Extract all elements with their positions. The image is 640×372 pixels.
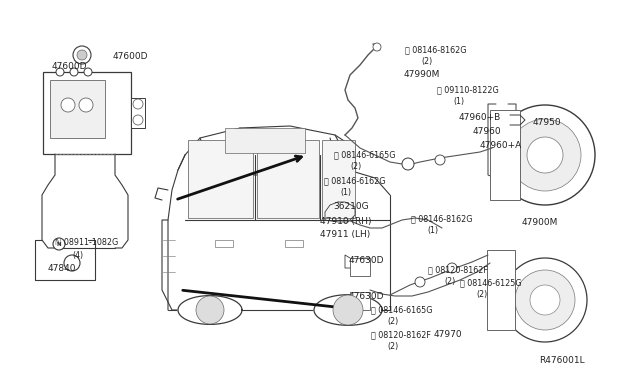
Circle shape [503,258,587,342]
Bar [257,140,319,218]
Text: Ⓑ 08120-8162F: Ⓑ 08120-8162F [428,265,488,274]
Circle shape [527,137,563,173]
Circle shape [70,68,78,76]
Circle shape [402,158,414,170]
Bar [43,72,131,154]
Text: 47600D: 47600D [113,52,148,61]
Text: 47950: 47950 [533,118,562,127]
Text: (1): (1) [340,188,351,197]
Text: 47600D: 47600D [52,62,88,71]
Text: 47900M: 47900M [522,218,558,227]
Text: 47911 (LH): 47911 (LH) [320,230,371,239]
Text: Ⓑ 08146-6162G: Ⓑ 08146-6162G [324,176,385,185]
Text: 47630D: 47630D [349,292,385,301]
Circle shape [133,99,143,109]
Circle shape [333,295,363,325]
Text: 47960+A: 47960+A [480,141,522,150]
Text: (2): (2) [387,342,398,351]
Text: ℕ 08911-1082G: ℕ 08911-1082G [55,238,118,247]
Polygon shape [178,296,242,324]
Text: Ⓑ 09110-8122G: Ⓑ 09110-8122G [437,85,499,94]
Text: Ⓑ 08146-6165G: Ⓑ 08146-6165G [334,150,396,159]
Text: Ⓑ 08146-8162G: Ⓑ 08146-8162G [405,45,467,54]
Text: 36210G: 36210G [333,202,369,211]
Circle shape [447,263,457,273]
Circle shape [133,115,143,125]
Text: R476001L: R476001L [539,356,584,365]
Bar [322,140,355,218]
Text: Ⓑ 08120-8162F: Ⓑ 08120-8162F [371,330,431,339]
Circle shape [79,98,93,112]
Bar [225,128,305,153]
Text: (2): (2) [476,290,487,299]
Circle shape [530,285,560,315]
Circle shape [509,119,581,191]
Bar [131,98,145,128]
Text: Ⓑ 08146-6125G: Ⓑ 08146-6125G [460,278,522,287]
Circle shape [73,46,91,64]
Text: 47840: 47840 [48,264,77,273]
Text: 47960: 47960 [473,127,502,136]
Bar [350,292,370,310]
Bar [50,80,105,138]
Text: 47970: 47970 [434,330,463,339]
Text: (4): (4) [72,251,83,260]
Text: 47960+B: 47960+B [459,113,501,122]
Circle shape [84,68,92,76]
Bar [490,110,520,200]
Bar [285,240,303,247]
Text: N: N [57,241,61,247]
Bar [215,240,233,247]
Bar [350,258,370,276]
Bar [188,140,253,218]
Circle shape [53,238,65,250]
Circle shape [56,68,64,76]
Text: (2): (2) [421,57,432,66]
Circle shape [435,155,445,165]
Text: (2): (2) [350,162,361,171]
Text: 47630D: 47630D [349,256,385,265]
Text: (2): (2) [387,317,398,326]
Circle shape [61,98,75,112]
Circle shape [515,270,575,330]
Circle shape [196,296,224,324]
Circle shape [495,105,595,205]
Text: (2): (2) [444,277,455,286]
Text: Ⓑ 08146-6165G: Ⓑ 08146-6165G [371,305,433,314]
Bar [487,250,515,330]
Text: Ⓑ 08146-8162G: Ⓑ 08146-8162G [411,214,472,223]
Circle shape [64,255,80,271]
Circle shape [373,43,381,51]
Circle shape [415,277,425,287]
Polygon shape [314,295,382,325]
Text: 47910 (RH): 47910 (RH) [320,217,371,226]
Text: (1): (1) [453,97,464,106]
Text: 47990M: 47990M [404,70,440,79]
Text: (1): (1) [427,226,438,235]
Circle shape [77,50,87,60]
